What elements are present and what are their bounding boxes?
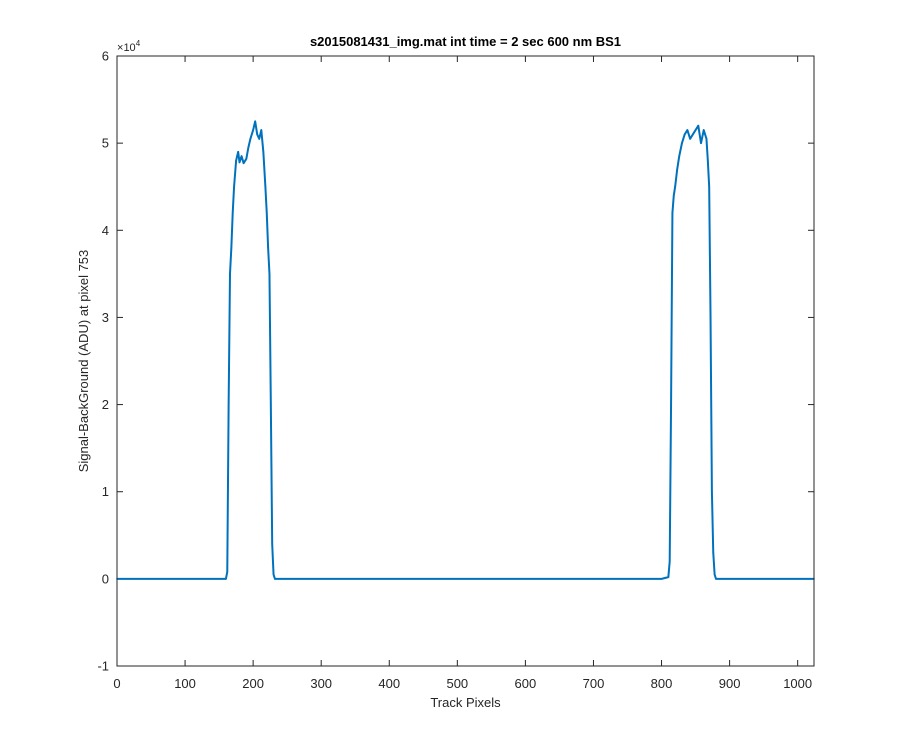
y-tick-label: -1 (97, 659, 109, 674)
y-tick-label: 0 (102, 571, 109, 586)
data-point (711, 490, 713, 493)
exponent-multiplier: × (117, 42, 123, 54)
data-point (712, 551, 715, 554)
data-point (240, 155, 243, 158)
data-point (242, 162, 245, 164)
data-point (668, 560, 671, 563)
x-tick-label: 600 (515, 676, 537, 691)
exponent-base: 10 (123, 42, 135, 54)
data-point (660, 578, 663, 580)
data-point (676, 168, 678, 171)
data-point (721, 578, 724, 580)
data-point (235, 159, 237, 162)
y-tick-label: 6 (102, 49, 109, 64)
data-point (702, 129, 705, 131)
data-point (672, 194, 675, 197)
data-point (705, 137, 708, 140)
x-tick-label: 0 (113, 676, 120, 691)
data-point (262, 151, 265, 153)
data-point (249, 137, 252, 140)
data-point (226, 571, 229, 573)
data-point (592, 578, 595, 580)
data-point (700, 142, 702, 144)
data-point (270, 403, 272, 406)
data-point (274, 578, 276, 580)
series-layer (116, 120, 815, 580)
data-point (268, 273, 271, 275)
data-point (254, 120, 256, 123)
x-axis-label: Track Pixels (430, 695, 501, 710)
data-point (707, 159, 709, 162)
y-tick-label: 1 (102, 484, 109, 499)
data-point (271, 543, 273, 545)
y-tick-label: 5 (102, 136, 109, 151)
data-point (715, 578, 717, 580)
data-point (230, 246, 233, 249)
data-point (245, 158, 248, 160)
plot-box (116, 55, 815, 667)
data-point (697, 124, 700, 127)
x-ticks: 0 100 200 300 400 500 600 700 800 900 1000 (113, 56, 812, 691)
data-point (689, 137, 691, 140)
data-point (227, 403, 230, 406)
x-tick-label: 200 (242, 676, 264, 691)
data-point (229, 273, 231, 275)
data-point (694, 129, 697, 131)
y-axis-exponent-label: ×104 (117, 39, 141, 54)
data-point (686, 129, 689, 131)
data-point (681, 142, 683, 144)
data-point (388, 578, 391, 580)
data-point (796, 578, 799, 580)
x-tick-label: 100 (174, 676, 196, 691)
data-point (683, 133, 686, 136)
data-point (231, 212, 234, 214)
data-point (247, 146, 250, 149)
data-point (260, 129, 263, 131)
data-point (692, 133, 694, 136)
x-tick-label: 1000 (783, 676, 812, 691)
x-tick-label: 700 (583, 676, 605, 691)
data-point (264, 185, 267, 188)
data-point (237, 151, 239, 153)
x-tick-label: 800 (651, 676, 673, 691)
data-point (670, 403, 672, 406)
data-point (256, 133, 259, 136)
chart-title: s2015081431_img.mat int time = 2 sec 600… (310, 34, 621, 49)
data-point (671, 212, 674, 214)
data-point (225, 578, 227, 580)
data-point (272, 573, 275, 576)
data-point (709, 316, 712, 319)
data-point (678, 155, 681, 158)
data-point (233, 185, 235, 188)
data-point (279, 578, 282, 580)
y-tick-label: 4 (102, 223, 109, 238)
data-point (456, 578, 459, 580)
data-point (252, 129, 254, 131)
data-point (320, 578, 322, 580)
plot-area-background (117, 56, 814, 666)
data-point (258, 137, 261, 140)
x-tick-label: 500 (446, 676, 468, 691)
data-point (713, 573, 716, 576)
data-point (674, 185, 676, 188)
series-line-0 (117, 120, 814, 580)
data-point (184, 578, 186, 580)
x-tick-label: 300 (310, 676, 332, 691)
data-point (265, 212, 268, 214)
data-point (267, 246, 269, 249)
y-tick-label: 3 (102, 310, 109, 325)
y-axis-label: Signal-BackGround (ADU) at pixel 753 (76, 250, 91, 473)
data-point (667, 576, 670, 578)
y-tick-label: 2 (102, 397, 109, 412)
data-point (238, 161, 241, 164)
x-tick-label: 400 (378, 676, 400, 691)
data-point (708, 185, 710, 188)
exponent-power: 4 (136, 39, 141, 48)
data-point (524, 578, 527, 580)
x-tick-label: 900 (719, 676, 741, 691)
